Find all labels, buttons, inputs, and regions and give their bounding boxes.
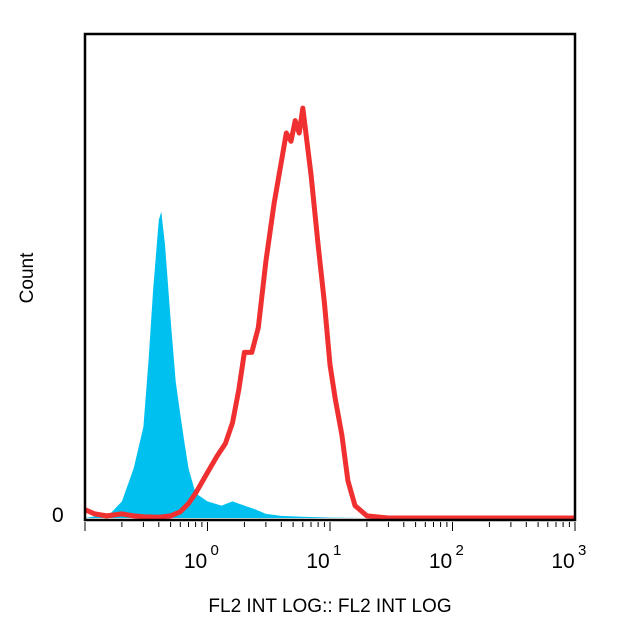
x-tick-label: 10 [551, 550, 574, 573]
x-tick-label-exponent: 0 [211, 542, 219, 559]
control-histogram-fill [85, 211, 367, 518]
x-axis-ticks [84, 522, 576, 531]
y-axis-zero-label: 0 [52, 504, 64, 527]
x-tick-label: 10 [429, 550, 452, 573]
x-axis-label: FL2 INT LOG:: FL2 INT LOG [208, 596, 451, 617]
x-tick-label-exponent: 1 [333, 542, 341, 559]
x-axis-tick-labels: 10 0 10 1 10 2 10 3 [184, 542, 587, 573]
x-tick-label: 10 [184, 550, 207, 573]
stained-histogram-line [85, 105, 575, 521]
x-tick-label-exponent: 3 [578, 542, 586, 559]
plot-area [83, 32, 577, 522]
y-axis-label: Count [17, 252, 38, 303]
x-tick-label-exponent: 2 [456, 542, 464, 559]
plot-frame [83, 32, 577, 522]
x-tick-label: 10 [306, 550, 329, 573]
